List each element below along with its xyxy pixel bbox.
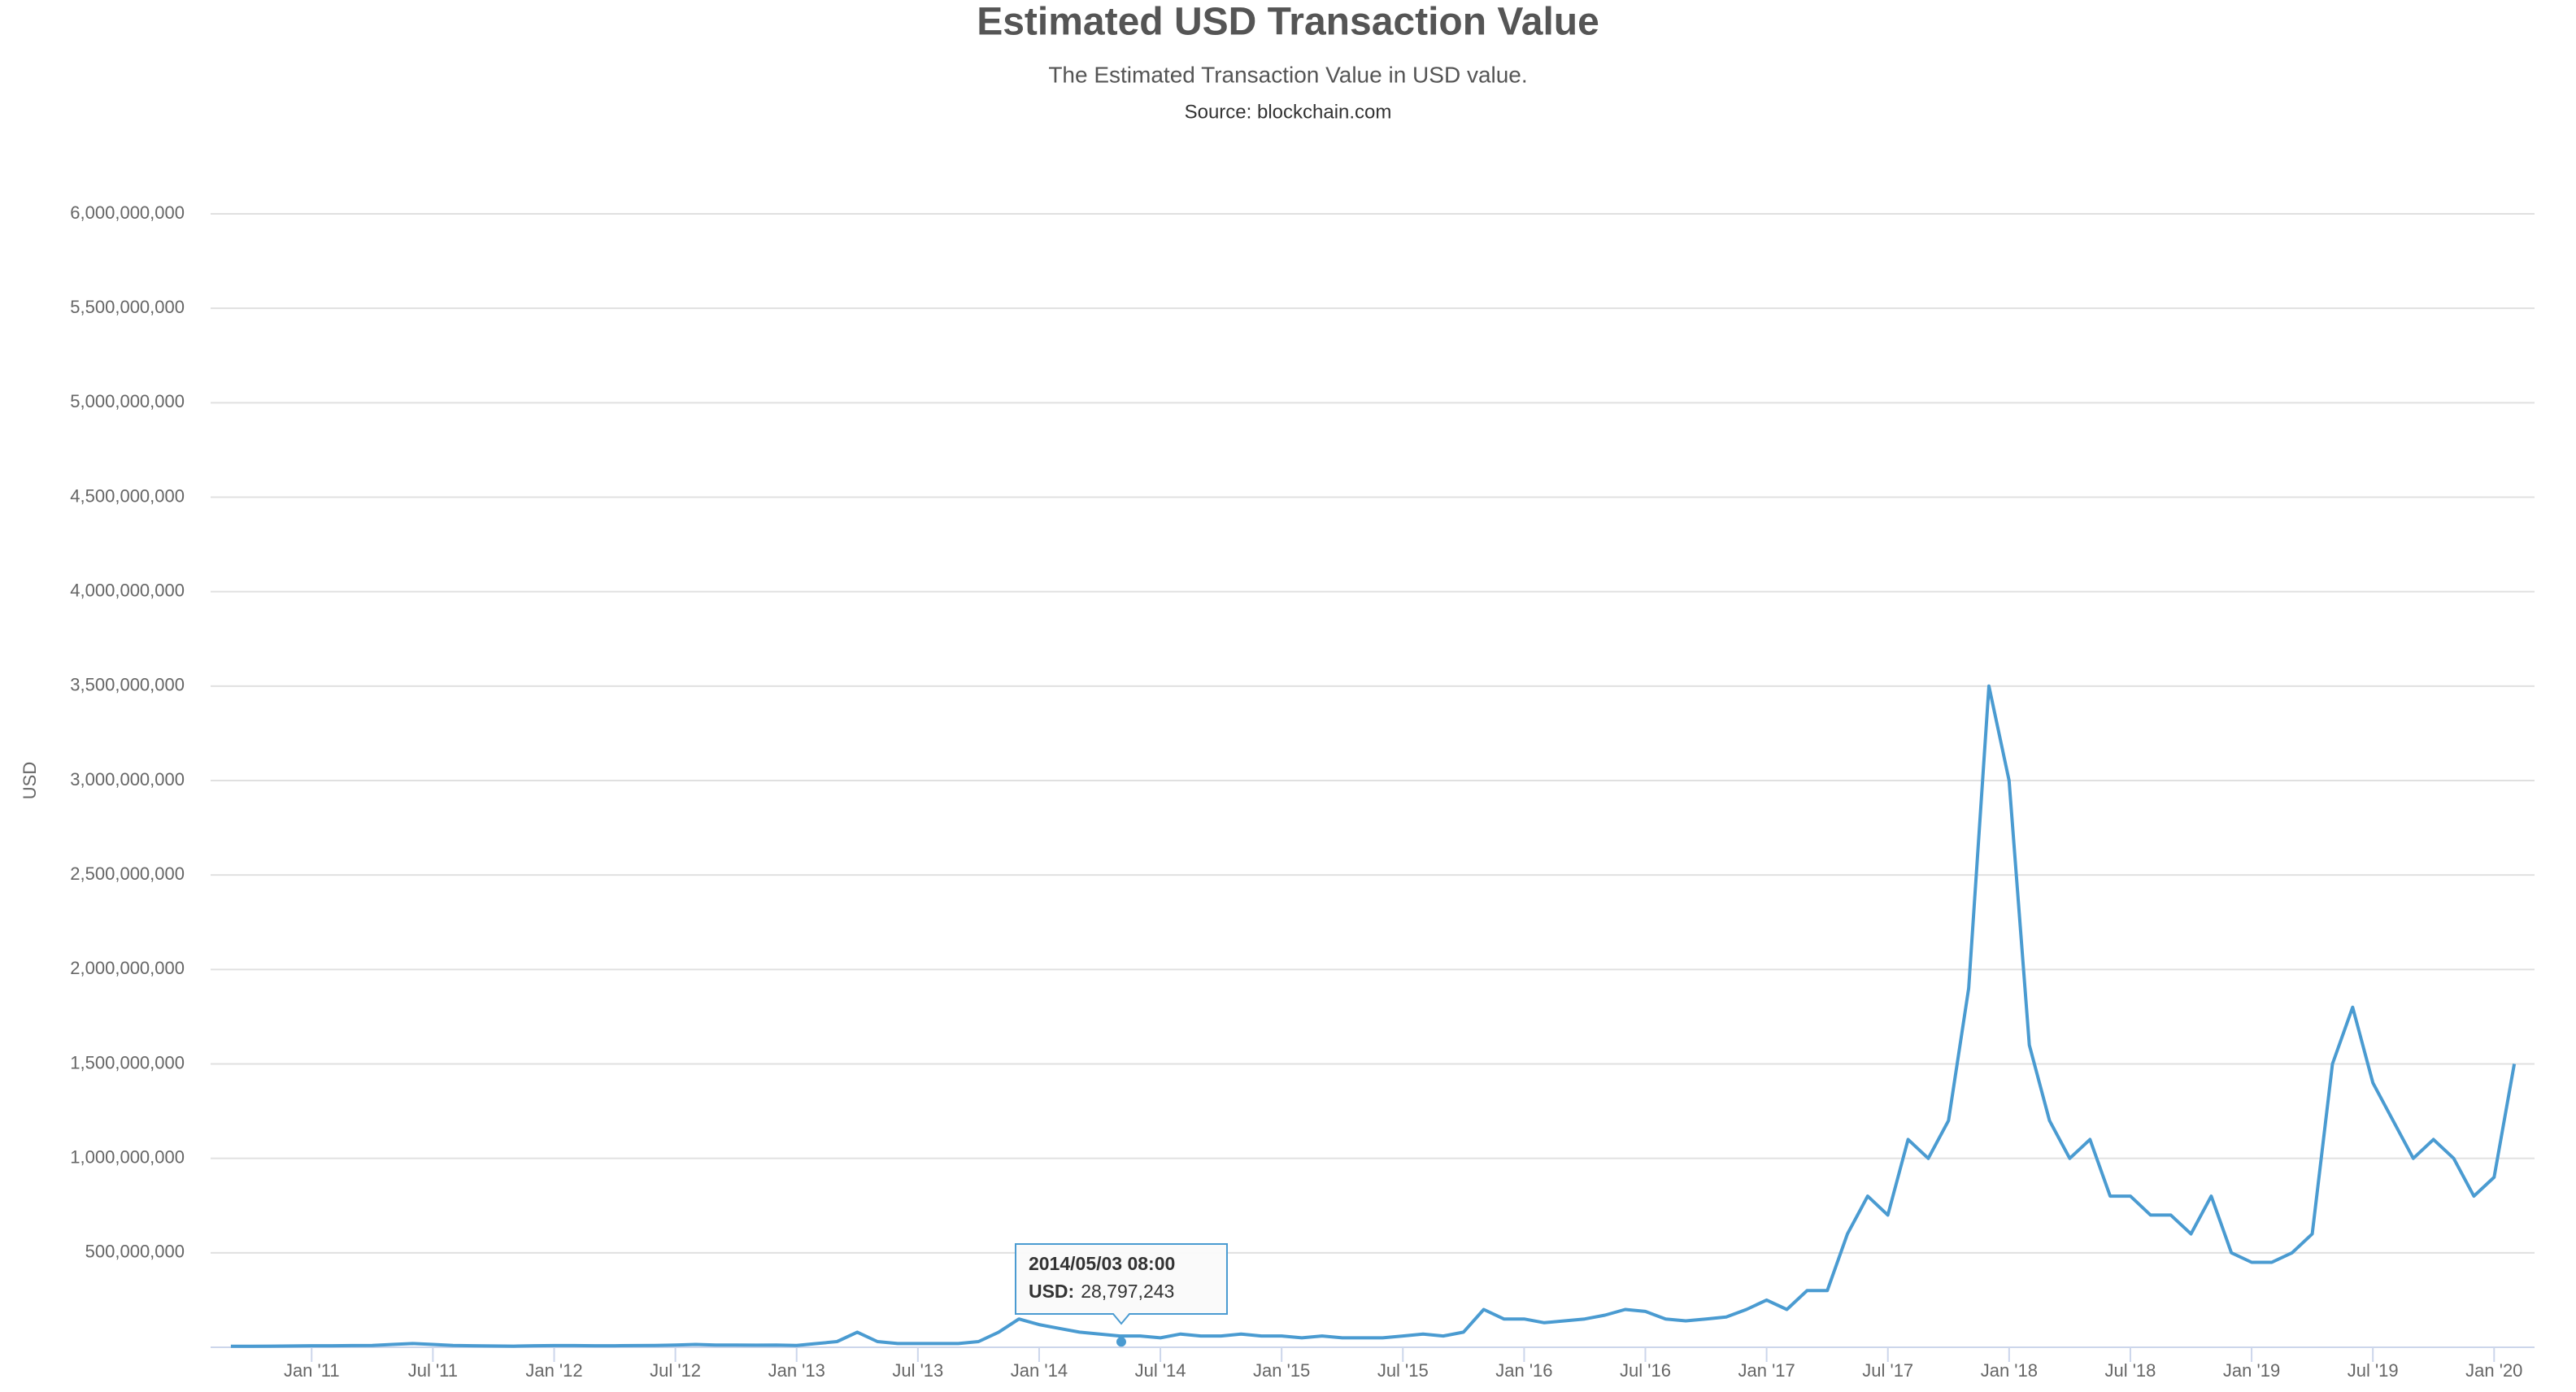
- x-tick-label: Jul '18: [2105, 1360, 2156, 1381]
- x-tick-label: Jul '15: [1377, 1360, 1429, 1381]
- y-tick-label: 3,000,000,000: [70, 769, 185, 790]
- tooltip-box: [1014, 1243, 1228, 1325]
- y-tick-label: 500,000,000: [85, 1242, 185, 1262]
- y-tick-label: 6,000,000,000: [70, 202, 185, 223]
- y-tick-label: 1,000,000,000: [70, 1146, 185, 1167]
- x-tick-label: Jul '12: [650, 1360, 701, 1381]
- chart-subtitle: The Estimated Transaction Value in USD v…: [1048, 62, 1527, 87]
- x-tick-label: Jul '19: [2348, 1360, 2399, 1381]
- y-axis-title: USD: [20, 762, 40, 799]
- x-tick-label: Jan '20: [2465, 1360, 2522, 1381]
- x-tick-label: Jan '13: [768, 1360, 825, 1381]
- x-tick-label: Jan '11: [284, 1360, 340, 1381]
- x-tick-label: Jan '15: [1253, 1360, 1310, 1381]
- y-tick-label: 2,500,000,000: [70, 863, 185, 884]
- data-line: [230, 684, 2517, 1348]
- x-tick-label: Jan '17: [1738, 1360, 1795, 1381]
- y-tick-label: 5,000,000,000: [70, 391, 185, 411]
- chart-source: Source: blockchain.com: [1185, 101, 1392, 123]
- tooltip-value: 28,797,243: [1081, 1281, 1174, 1302]
- tooltip-point: [1116, 1337, 1126, 1347]
- x-tick-label: Jan '14: [1011, 1360, 1068, 1381]
- x-tick-label: Jul '17: [1862, 1360, 1913, 1381]
- x-tick-label: Jan '12: [525, 1360, 582, 1381]
- x-tick-label: Jul '14: [1135, 1360, 1186, 1381]
- y-tick-label: 4,000,000,000: [70, 580, 185, 600]
- y-tick-label: 1,500,000,000: [70, 1052, 185, 1072]
- x-tick-label: Jul '16: [1620, 1360, 1671, 1381]
- chart-title: Estimated USD Transaction Value: [977, 1, 1599, 44]
- tooltip-title: 2014/05/03 08:00: [1029, 1253, 1175, 1274]
- x-tick-label: Jan '18: [1981, 1360, 2038, 1381]
- y-tick-label: 3,500,000,000: [70, 675, 185, 695]
- x-tick-label: Jan '16: [1495, 1360, 1552, 1381]
- x-tick-label: Jul '13: [892, 1360, 943, 1381]
- tooltip-row: USD: 28,797,243: [1029, 1281, 1174, 1302]
- y-tick-label: 2,000,000,000: [70, 958, 185, 978]
- y-tick-label: 5,500,000,000: [70, 297, 185, 317]
- tooltip-label: USD:: [1029, 1281, 1074, 1302]
- x-tick-label: Jul '11: [408, 1360, 458, 1381]
- x-tick-label: Jan '19: [2223, 1360, 2280, 1381]
- y-tick-label: 4,500,000,000: [70, 485, 185, 506]
